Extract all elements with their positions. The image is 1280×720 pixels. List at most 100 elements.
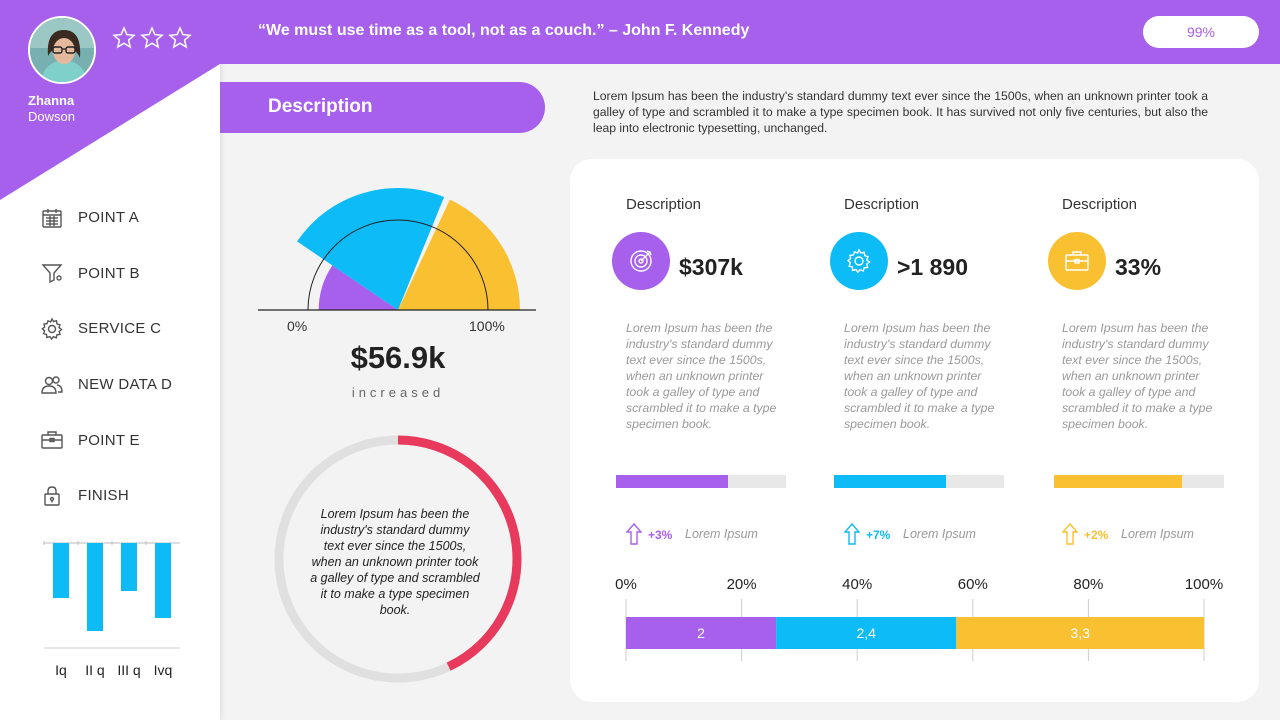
kpi-delta-label: Lorem Ipsum bbox=[685, 527, 758, 541]
sidebar-item-service-c[interactable]: SERVICE C bbox=[40, 301, 172, 357]
gauge-chart bbox=[258, 188, 536, 311]
kpi-text: Lorem Ipsum has been the industry's stan… bbox=[1062, 321, 1213, 431]
description-tab-label: Description bbox=[268, 96, 373, 117]
arrow-up-icon bbox=[1062, 522, 1078, 545]
briefcase-icon bbox=[41, 431, 63, 449]
stacked-percent-bar-chart: 0% 20% 40% 60% 80% 100% 2 2,4 3,3 bbox=[615, 576, 1223, 661]
kpi-column: Description $307k Lorem Ipsum has been t… bbox=[570, 159, 786, 559]
gauge-reference-arc bbox=[307, 219, 489, 311]
gauge-slice bbox=[398, 199, 520, 310]
kpi-icon-circle bbox=[1048, 232, 1106, 290]
target-icon bbox=[630, 250, 652, 272]
percent-badge: 99% bbox=[1143, 16, 1259, 48]
kpi-card: Description $307k Lorem Ipsum has been t… bbox=[570, 159, 1259, 702]
gauge-slice bbox=[318, 265, 398, 310]
sidebar-item-new-data-d[interactable]: NEW DATA D bbox=[40, 357, 172, 413]
arrow-up-icon bbox=[626, 522, 642, 545]
kpi-title: Description bbox=[1062, 196, 1138, 213]
mini-chart-bar bbox=[87, 543, 103, 631]
sidebar-item-point-e[interactable]: POINT E bbox=[40, 412, 172, 468]
stack-segment bbox=[776, 617, 957, 649]
arrow-up-icon bbox=[844, 522, 860, 545]
gauge-max-label: 100% bbox=[469, 318, 505, 334]
kpi-icon-circle bbox=[612, 232, 670, 290]
stack-tick-label: 60% bbox=[958, 576, 988, 593]
avatar[interactable] bbox=[28, 16, 96, 84]
mini-chart-category-label: III q bbox=[117, 662, 140, 678]
stack-segment bbox=[626, 617, 777, 649]
sidebar: Zhanna Dowson POINT A POINT B SERVICE C bbox=[0, 0, 220, 720]
kpi-progress-fill bbox=[1054, 475, 1182, 488]
gauge-value: $56.9k bbox=[350, 340, 446, 375]
stack-tick-label: 40% bbox=[842, 576, 872, 593]
mini-chart-bar bbox=[121, 543, 137, 591]
star-icon bbox=[140, 26, 164, 49]
sidebar-item-finish[interactable]: FINISH bbox=[40, 468, 172, 524]
kpi-value: >1 890 bbox=[897, 254, 968, 280]
lock-icon bbox=[44, 486, 60, 506]
sidebar-item-label: POINT A bbox=[78, 209, 140, 227]
gauge-min-label: 0% bbox=[287, 318, 308, 334]
gauge-caption: increased bbox=[351, 385, 445, 400]
kpi-delta: +7% bbox=[866, 528, 891, 542]
top-header: “We must use time as a tool, not as a co… bbox=[220, 0, 1280, 64]
sidebar-item-label: SERVICE C bbox=[78, 320, 162, 338]
sidebar-item-point-b[interactable]: POINT B bbox=[40, 246, 172, 302]
stack-segment-label: 2,4 bbox=[856, 625, 876, 641]
mini-chart-category-label: Iq bbox=[55, 662, 67, 678]
mini-chart-category-label: II q bbox=[85, 662, 104, 678]
kpi-column: Description 33% Lorem Ipsum has been the… bbox=[1006, 159, 1224, 559]
users-icon bbox=[41, 375, 63, 394]
intro-text: Lorem Ipsum has been the industry's stan… bbox=[593, 89, 1208, 135]
kpi-delta: +3% bbox=[648, 528, 673, 542]
user-last-name: Dowson bbox=[28, 109, 75, 124]
sidebar-item-label: POINT B bbox=[78, 264, 140, 282]
kpi-progress-fill bbox=[616, 475, 729, 488]
sidebar-item-point-a[interactable]: POINT A bbox=[40, 190, 172, 246]
sidebar-item-label: FINISH bbox=[78, 487, 129, 505]
sidebar-item-label: NEW DATA D bbox=[78, 376, 173, 394]
sidebar-item-label: POINT E bbox=[78, 431, 140, 449]
calendar-icon bbox=[42, 208, 62, 228]
kpi-text: Lorem Ipsum has been the industry's stan… bbox=[844, 321, 995, 431]
kpi-progress-track bbox=[616, 475, 786, 488]
kpi-text: Lorem Ipsum has been the industry's stan… bbox=[626, 321, 777, 431]
mini-chart-bar bbox=[155, 543, 171, 618]
stack-tick-label: 20% bbox=[727, 576, 757, 593]
header-quote: “We must use time as a tool, not as a co… bbox=[258, 22, 750, 39]
star-icon bbox=[112, 26, 136, 49]
user-first-name: Zhanna bbox=[28, 93, 75, 108]
kpi-delta-label: Lorem Ipsum bbox=[1121, 527, 1194, 541]
gear-icon bbox=[41, 317, 63, 341]
kpi-progress-track bbox=[834, 475, 1004, 488]
mini-chart-category-label: Ivq bbox=[154, 662, 173, 678]
rating-stars bbox=[112, 26, 192, 50]
kpi-value: 33% bbox=[1115, 254, 1162, 280]
kpi-progress-fill bbox=[834, 475, 947, 488]
stack-segment bbox=[956, 617, 1204, 649]
gauge-slice bbox=[297, 188, 445, 310]
stack-tick-label: 100% bbox=[1185, 576, 1223, 593]
stack-segment-label: 3,3 bbox=[1070, 625, 1090, 641]
mini-chart-bar bbox=[53, 543, 69, 598]
donut-ring bbox=[274, 435, 522, 683]
quarterly-bar-chart: Iq II q III q Ivq bbox=[43, 541, 180, 678]
briefcase-icon bbox=[1065, 251, 1089, 271]
donut-progress-arc bbox=[397, 435, 522, 671]
donut-center-text: Lorem Ipsum has been the industry's stan… bbox=[310, 507, 480, 617]
kpi-delta: +2% bbox=[1084, 528, 1109, 542]
kpi-column: Description >1 890 Lorem Ipsum has been … bbox=[788, 159, 1004, 559]
kpi-progress-track bbox=[1054, 475, 1224, 488]
kpi-title: Description bbox=[844, 196, 920, 213]
kpi-icon-circle bbox=[830, 232, 888, 290]
stack-segment-label: 2 bbox=[697, 625, 705, 641]
stack-tick-label: 0% bbox=[615, 576, 637, 593]
sidebar-menu: POINT A POINT B SERVICE C NEW DATA D bbox=[40, 190, 172, 524]
stack-tick-label: 80% bbox=[1073, 576, 1103, 593]
kpi-value: $307k bbox=[679, 254, 743, 280]
star-icon bbox=[168, 26, 192, 49]
kpi-delta-label: Lorem Ipsum bbox=[903, 527, 976, 541]
description-tab[interactable]: Description bbox=[220, 82, 545, 133]
gear-icon bbox=[846, 248, 871, 274]
kpi-title: Description bbox=[626, 196, 702, 213]
